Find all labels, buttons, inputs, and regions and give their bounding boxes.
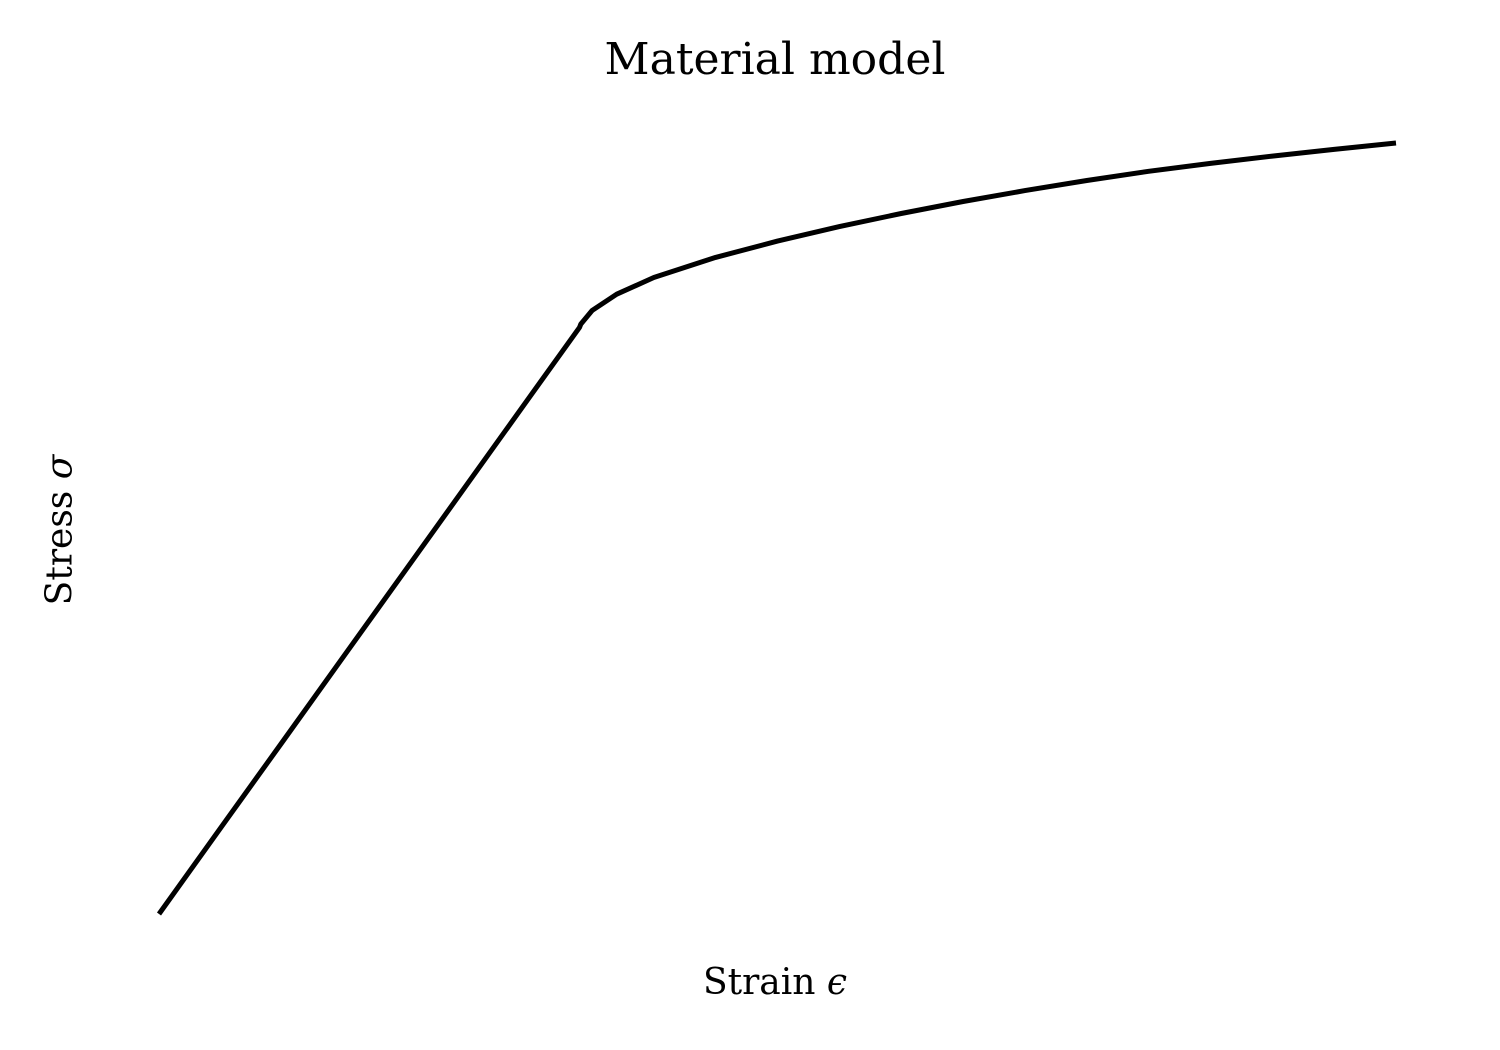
series-layer (156, 140, 1397, 916)
x-axis-label-text: Strain (702, 962, 816, 1003)
series-line-0 (156, 140, 1397, 916)
x-axis-label: Strain ϵ (0, 962, 1500, 1003)
chart-title: Material model (604, 34, 946, 85)
y-axis-label: Stress σ (40, 455, 81, 606)
y-axis-label-symbol: σ (39, 454, 81, 480)
x-axis-label-symbol: ϵ (826, 962, 848, 1003)
y-axis-label-text: Stress (39, 490, 81, 606)
